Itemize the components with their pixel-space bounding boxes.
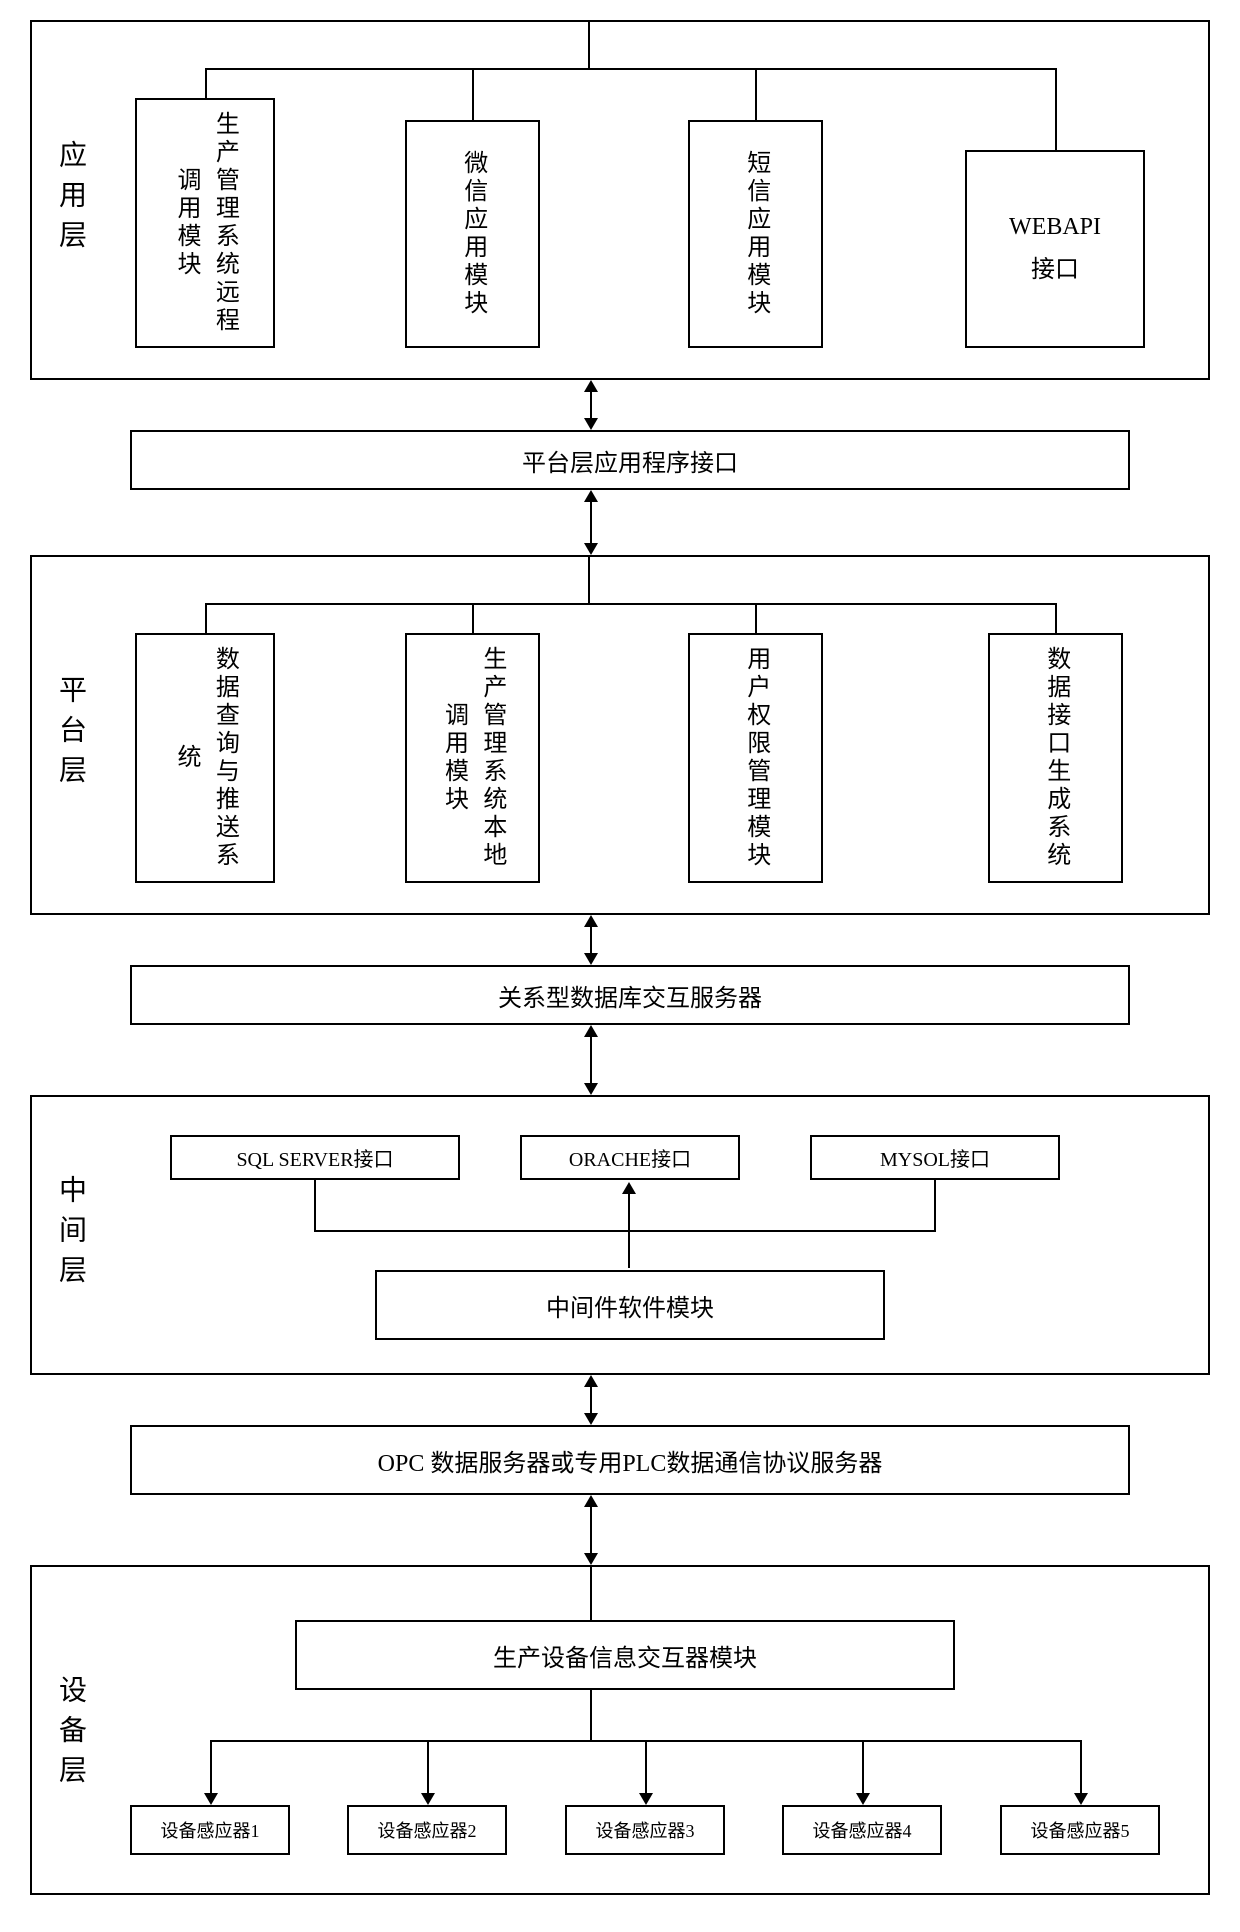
layer2-user-perm: 用户权限管理模块 xyxy=(688,633,823,883)
connector3-text: OPC 数据服务器或专用PLC数据通信协议服务器 xyxy=(378,1443,883,1478)
layer3-middleware-text: 中间件软件模块 xyxy=(546,1288,714,1323)
arrow-l2-c2 xyxy=(590,925,592,955)
sensor-4-text: 设备感应器4 xyxy=(813,1817,912,1843)
layer4-stem xyxy=(590,1567,592,1620)
layer2-data-intf-text: 数据接口生成系统 xyxy=(1036,646,1074,870)
arrow-l1-c1 xyxy=(590,390,592,420)
layer1-drop3 xyxy=(755,68,757,120)
arrow-l3-c3 xyxy=(590,1385,592,1415)
connector1-text: 平台层应用程序接口 xyxy=(522,443,738,478)
layer3-oracle: ORACHE接口 xyxy=(520,1135,740,1180)
layer1-wechat: 微信应用模块 xyxy=(405,120,540,348)
arrow-c1-l2 xyxy=(590,500,592,545)
layer3-label: 中间层 xyxy=(50,1135,90,1335)
layer1-label: 应用层 xyxy=(50,100,90,300)
layer3-sql: SQL SERVER接口 xyxy=(170,1135,460,1180)
layer4-drop5 xyxy=(1080,1740,1082,1795)
layer2-query: 数据查询与推送系统 xyxy=(135,633,275,883)
layer3-bus xyxy=(314,1230,936,1232)
layer1-drop2 xyxy=(472,68,474,120)
connector3-box: OPC 数据服务器或专用PLC数据通信协议服务器 xyxy=(130,1425,1130,1495)
sensor-2-text: 设备感应器2 xyxy=(378,1817,477,1843)
layer3-mysql-text: MYSOL接口 xyxy=(880,1143,990,1172)
layer2-drop2 xyxy=(472,603,474,633)
layer1-bus xyxy=(205,68,1055,70)
sensor-2: 设备感应器2 xyxy=(347,1805,507,1855)
layer3-sql-text: SQL SERVER接口 xyxy=(236,1143,393,1172)
layer4-drop2 xyxy=(427,1740,429,1795)
layer3-mysql: MYSOL接口 xyxy=(810,1135,1060,1180)
layer3-down1 xyxy=(314,1180,316,1230)
layer4-drop3 xyxy=(645,1740,647,1795)
layer1-wechat-text: 微信应用模块 xyxy=(453,150,491,318)
layer2-bus xyxy=(205,603,1055,605)
layer2-label: 平台层 xyxy=(50,635,90,835)
layer2-pms-local-text: 生产管理系统本地调用模块 xyxy=(434,635,511,881)
layer2-user-perm-text: 用户权限管理模块 xyxy=(736,646,774,870)
sensor-1: 设备感应器1 xyxy=(130,1805,290,1855)
connector2-box: 关系型数据库交互服务器 xyxy=(130,965,1130,1025)
sensor-3: 设备感应器3 xyxy=(565,1805,725,1855)
layer1-pms-text: 生产管理系统远程调用模块 xyxy=(167,100,244,346)
layer1-drop4 xyxy=(1055,68,1057,150)
layer3-oracle-text: ORACHE接口 xyxy=(569,1143,691,1172)
layer2-pms-local: 生产管理系统本地调用模块 xyxy=(405,633,540,883)
layer4-hub-text: 生产设备信息交互器模块 xyxy=(493,1638,757,1673)
layer3-middleware: 中间件软件模块 xyxy=(375,1270,885,1340)
arrow-c2-l3 xyxy=(590,1035,592,1085)
connector2-text: 关系型数据库交互服务器 xyxy=(498,978,762,1013)
layer2-drop4 xyxy=(1055,603,1057,633)
layer4-drop4 xyxy=(862,1740,864,1795)
sensor-5-text: 设备感应器5 xyxy=(1031,1817,1130,1843)
sensor-5: 设备感应器5 xyxy=(1000,1805,1160,1855)
sensor-3-text: 设备感应器3 xyxy=(596,1817,695,1843)
layer4-drop1 xyxy=(210,1740,212,1795)
layer2-query-text: 数据查询与推送系统 xyxy=(167,635,244,881)
layer4-hub-down xyxy=(590,1690,592,1740)
layer3-mid-up xyxy=(628,1192,630,1268)
layer1-webapi-text: WEBAPI接口 xyxy=(1009,206,1101,292)
layer4-hub: 生产设备信息交互器模块 xyxy=(295,1620,955,1690)
layer3-down3 xyxy=(934,1180,936,1230)
layer4-label: 设备层 xyxy=(50,1635,90,1835)
layer2-drop3 xyxy=(755,603,757,633)
connector1-box: 平台层应用程序接口 xyxy=(130,430,1130,490)
layer1-sms-text: 短信应用模块 xyxy=(736,150,774,318)
layer1-sms: 短信应用模块 xyxy=(688,120,823,348)
layer1-pms: 生产管理系统远程调用模块 xyxy=(135,98,275,348)
layer1-stem xyxy=(588,22,590,68)
sensor-1-text: 设备感应器1 xyxy=(161,1817,260,1843)
sensor-4: 设备感应器4 xyxy=(782,1805,942,1855)
layer2-stem xyxy=(588,557,590,603)
layer1-drop1 xyxy=(205,68,207,98)
arrow-c3-l4 xyxy=(590,1505,592,1555)
layer2-drop1 xyxy=(205,603,207,633)
architecture-diagram: 应用层 生产管理系统远程调用模块 微信应用模块 短信应用模块 WEBAPI接口 … xyxy=(30,20,1210,1912)
layer2-data-intf: 数据接口生成系统 xyxy=(988,633,1123,883)
layer1-webapi: WEBAPI接口 xyxy=(965,150,1145,348)
